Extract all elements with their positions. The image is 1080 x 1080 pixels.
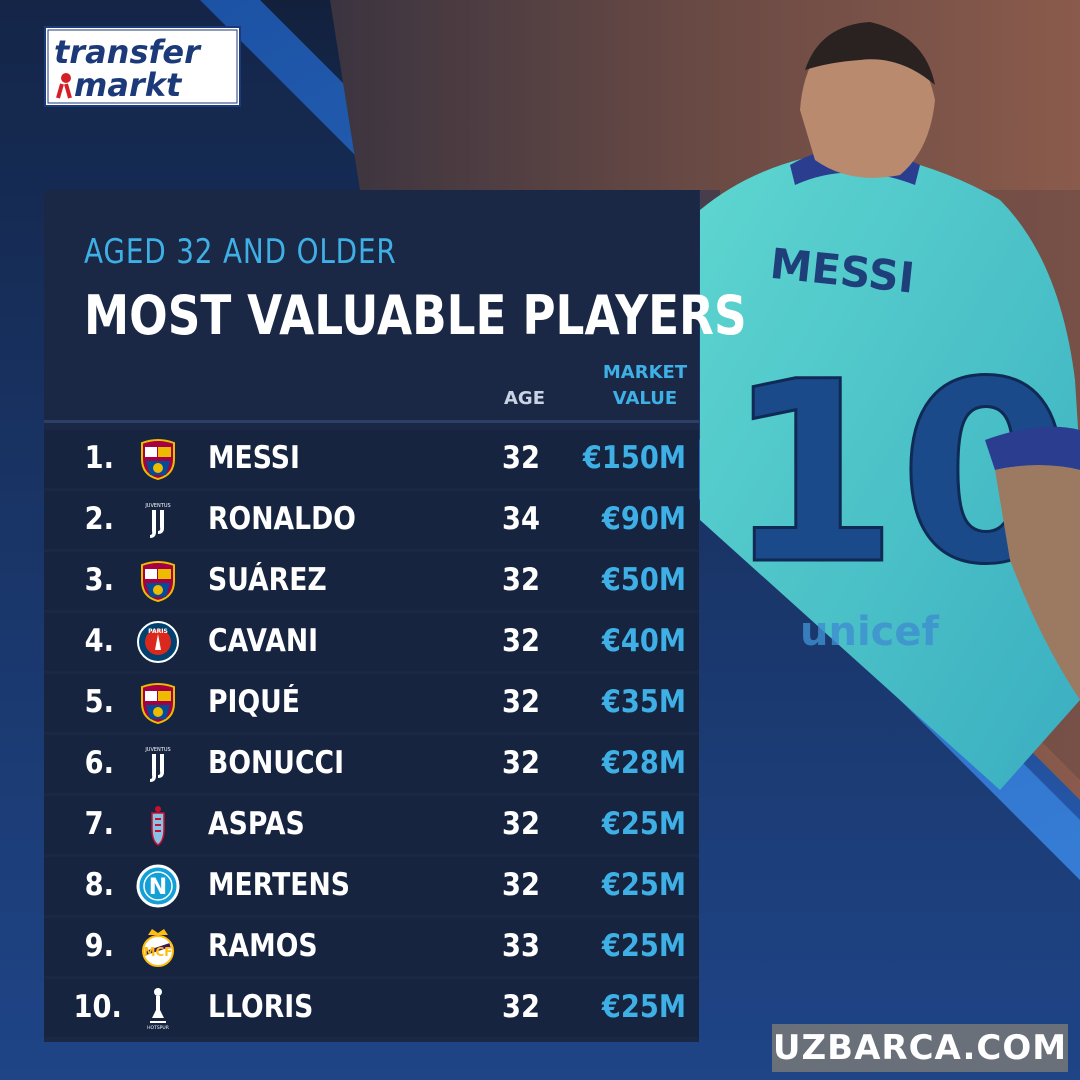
market-value: €50M [601, 562, 686, 598]
psg-crest-icon: PARIS [137, 621, 179, 663]
shirt-sponsor: unicef [800, 609, 940, 655]
rank: 9. [84, 928, 114, 964]
juventus-crest-icon: JUVENTUS [144, 503, 171, 538]
barcelona-crest-icon [141, 439, 175, 481]
player-age: 32 [502, 989, 540, 1025]
watermark: UZBARCA.COM [772, 1024, 1068, 1072]
svg-text:N: N [149, 875, 167, 900]
juventus-crest-icon: JUVENTUS [144, 747, 171, 782]
svg-text:HOTSPUR: HOTSPUR [147, 1025, 169, 1030]
player-name: LLORIS [208, 989, 314, 1025]
rank: 5. [84, 684, 114, 720]
market-value: €25M [601, 928, 686, 964]
market-value: €150M [582, 440, 686, 476]
svg-text:PARIS: PARIS [148, 628, 168, 635]
ranking-panel: AGED 32 AND OLDER MOST VALUABLE PLAYERS … [44, 190, 747, 1042]
table-row: 5. PIQUÉ 32 €35M [44, 674, 699, 732]
player-age: 34 [502, 501, 540, 537]
barcelona-crest-icon [141, 683, 175, 725]
market-value: €25M [601, 989, 686, 1025]
player-name: RAMOS [208, 928, 318, 964]
rank: 8. [84, 867, 114, 903]
player-name: RONALDO [208, 501, 356, 537]
rank: 7. [84, 806, 114, 842]
player-age: 32 [502, 867, 540, 903]
svg-text:transfer: transfer [54, 33, 202, 71]
column-header-age: AGE [504, 388, 546, 409]
rank: 6. [84, 745, 114, 781]
barcelona-crest-icon [141, 561, 175, 603]
svg-text:MCF: MCF [144, 945, 173, 959]
rank: 4. [84, 623, 114, 659]
column-header-market-line2: VALUE [612, 388, 678, 409]
player-age: 32 [502, 684, 540, 720]
market-value: €25M [601, 867, 686, 903]
table-row: 1. MESSI 32 €150M [44, 430, 699, 488]
rank: 2. [84, 501, 114, 537]
tottenham-crest-icon: HOTSPUR [147, 988, 169, 1030]
player-age: 32 [502, 623, 540, 659]
rank: 10. [73, 989, 122, 1025]
market-value: €25M [601, 806, 686, 842]
svg-text:markt: markt [74, 66, 183, 104]
player-name: PIQUÉ [208, 684, 300, 720]
player-age: 32 [502, 440, 540, 476]
market-value: €35M [601, 684, 686, 720]
player-name: BONUCCI [208, 745, 345, 781]
player-name: CAVANI [208, 623, 319, 659]
market-value: €40M [601, 623, 686, 659]
celta-crest-icon [151, 806, 165, 846]
market-value: €90M [601, 501, 686, 537]
player-age: 32 [502, 806, 540, 842]
player-name: SUÁREZ [208, 562, 327, 598]
market-value: €28M [601, 745, 686, 781]
table-row: 8. N MERTENS 32 €25M [44, 857, 699, 915]
table-row: 3. SUÁREZ 32 €50M [44, 552, 699, 610]
player-name: MERTENS [208, 867, 350, 903]
table-row: 6. JUVENTUS BONUCCI 32 €28M [44, 735, 699, 793]
subtitle: AGED 32 AND OLDER [84, 232, 397, 272]
player-age: 32 [502, 745, 540, 781]
table-row: 4. PARIS CAVANI 32 €40M [44, 613, 699, 671]
player-name: MESSI [208, 440, 300, 476]
svg-text:JUVENTUS: JUVENTUS [144, 503, 170, 509]
player-name: ASPAS [208, 806, 305, 842]
table-row: 2. JUVENTUS RONALDO 34 €90M [44, 491, 699, 549]
svg-text:JUVENTUS: JUVENTUS [144, 747, 170, 753]
table-row: 7. ASPAS 32 €25M [44, 796, 699, 854]
table-row: 10. HOTSPUR LLORIS 32 €25M [44, 979, 699, 1037]
player-photo: MESSI 10 unicef [700, 22, 1080, 790]
napoli-crest-icon: N [136, 864, 180, 908]
column-header-market-line1: MARKET [602, 362, 688, 383]
header-divider [44, 420, 699, 423]
real-madrid-crest-icon: MCF [142, 929, 174, 967]
rank: 3. [84, 562, 114, 598]
page-title: MOST VALUABLE PLAYERS [84, 284, 747, 347]
rank: 1. [84, 440, 114, 476]
column-header-market-value: MARKET VALUE [590, 360, 700, 412]
table-row: 9. MCF RAMOS 33 €25M [44, 918, 699, 976]
player-age: 33 [502, 928, 540, 964]
player-age: 32 [502, 562, 540, 598]
transfermarkt-logo: transfer markt [44, 26, 241, 107]
